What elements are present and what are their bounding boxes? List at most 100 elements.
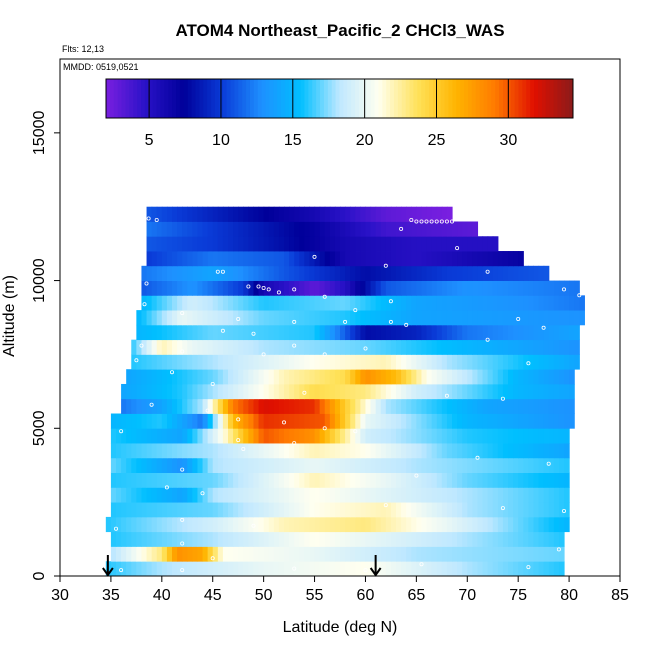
heatmap-cell bbox=[421, 310, 428, 326]
heatmap-cell bbox=[477, 251, 484, 267]
heatmap-cell bbox=[248, 280, 255, 296]
heatmap-cell bbox=[314, 398, 321, 414]
x-tick-label: 55 bbox=[306, 587, 324, 604]
heatmap-cell bbox=[217, 457, 224, 473]
heatmap-cell bbox=[309, 531, 316, 547]
heatmap-cell bbox=[314, 531, 321, 547]
heatmap-cell bbox=[192, 280, 199, 296]
heatmap-cell bbox=[131, 443, 137, 459]
heatmap-cell bbox=[482, 251, 489, 267]
heatmap-cell bbox=[492, 516, 499, 533]
heatmap-cell bbox=[228, 221, 234, 237]
heatmap-cell bbox=[548, 561, 555, 577]
heatmap-cell bbox=[248, 443, 255, 459]
heatmap-cell bbox=[258, 280, 265, 296]
heatmap-cell bbox=[146, 280, 153, 296]
heatmap-cell bbox=[538, 531, 545, 547]
heatmap-cell bbox=[457, 443, 463, 459]
heatmap-cell bbox=[182, 221, 188, 237]
heatmap-cell bbox=[299, 265, 305, 281]
heatmap-cell bbox=[365, 265, 372, 281]
heatmap-cell bbox=[126, 546, 132, 562]
heatmap-cell bbox=[569, 295, 575, 311]
heatmap-cell bbox=[121, 383, 127, 400]
heatmap-band bbox=[146, 251, 524, 267]
heatmap-cell bbox=[212, 236, 219, 252]
sample-point bbox=[210, 381, 215, 386]
heatmap-cell bbox=[299, 457, 305, 473]
heatmap-cell bbox=[452, 516, 458, 533]
heatmap-cell bbox=[284, 561, 290, 577]
heatmap-cell bbox=[187, 280, 193, 296]
heatmap-cell bbox=[253, 502, 260, 518]
heatmap-cell bbox=[396, 295, 402, 311]
colorbar-cell bbox=[557, 79, 562, 118]
heatmap-cell bbox=[273, 339, 280, 355]
heatmap-cell bbox=[121, 531, 127, 547]
heatmap-cell bbox=[426, 221, 433, 237]
heatmap-cell bbox=[177, 546, 183, 562]
heatmap-cell bbox=[533, 428, 540, 444]
colorbar-cell bbox=[471, 79, 477, 118]
heatmap-cell bbox=[258, 531, 265, 547]
heatmap-cell bbox=[284, 487, 290, 503]
heatmap-cell bbox=[238, 502, 244, 518]
heatmap-cell bbox=[289, 339, 295, 355]
heatmap-cell bbox=[502, 472, 509, 488]
heatmap-cell bbox=[182, 295, 188, 311]
heatmap-cell bbox=[360, 398, 367, 414]
heatmap-cell bbox=[508, 398, 514, 414]
heatmap-cell bbox=[222, 221, 229, 237]
heatmap-cell bbox=[426, 339, 433, 355]
heatmap-cell bbox=[467, 561, 473, 577]
heatmap-cell bbox=[253, 443, 260, 459]
heatmap-cell bbox=[161, 236, 168, 252]
heatmap-cell bbox=[314, 502, 321, 518]
heatmap-cell bbox=[202, 531, 209, 547]
heatmap-cell bbox=[141, 516, 148, 533]
heatmap-cell bbox=[192, 236, 199, 252]
heatmap-cell bbox=[452, 280, 458, 296]
heatmap-cell bbox=[553, 443, 560, 459]
heatmap-cell bbox=[253, 428, 260, 444]
heatmap-cell bbox=[233, 502, 239, 518]
heatmap-cell bbox=[390, 369, 397, 385]
heatmap-cell bbox=[238, 516, 244, 533]
heatmap-cell bbox=[543, 354, 550, 370]
heatmap-cell bbox=[436, 457, 443, 473]
heatmap-cell bbox=[299, 487, 305, 503]
heatmap-cell bbox=[513, 457, 519, 473]
heatmap-cell bbox=[161, 251, 168, 267]
heatmap-cell bbox=[492, 310, 499, 326]
heatmap-cell bbox=[508, 561, 514, 577]
heatmap-cell bbox=[355, 369, 361, 385]
heatmap-cell bbox=[452, 339, 458, 355]
heatmap-cell bbox=[518, 251, 524, 267]
heatmap-cell bbox=[151, 265, 158, 281]
heatmap-cell bbox=[182, 354, 188, 370]
heatmap-cell bbox=[472, 251, 479, 267]
sample-points bbox=[114, 216, 582, 573]
heatmap-cell bbox=[263, 236, 270, 252]
heatmap-cell bbox=[548, 413, 555, 429]
heatmap-cell bbox=[411, 457, 417, 473]
x-tick-label: 75 bbox=[509, 587, 527, 604]
heatmap-cell bbox=[182, 531, 188, 547]
heatmap-cell bbox=[172, 413, 178, 429]
heatmap-cell bbox=[548, 310, 555, 326]
heatmap-cell bbox=[228, 398, 234, 414]
heatmap-cell bbox=[467, 472, 473, 488]
heatmap-cell bbox=[518, 413, 524, 429]
heatmap-cell bbox=[355, 443, 361, 459]
heatmap-cell bbox=[268, 516, 275, 533]
sample-point bbox=[210, 556, 215, 561]
heatmap-cell bbox=[299, 428, 305, 444]
heatmap-cell bbox=[334, 502, 341, 518]
heatmap-cell bbox=[411, 413, 417, 429]
heatmap-cell bbox=[202, 428, 209, 444]
heatmap-cell bbox=[370, 531, 377, 547]
heatmap-cell bbox=[340, 472, 346, 488]
heatmap-cell bbox=[390, 354, 397, 370]
heatmap-cell bbox=[446, 428, 453, 444]
heatmap-cell bbox=[396, 487, 402, 503]
